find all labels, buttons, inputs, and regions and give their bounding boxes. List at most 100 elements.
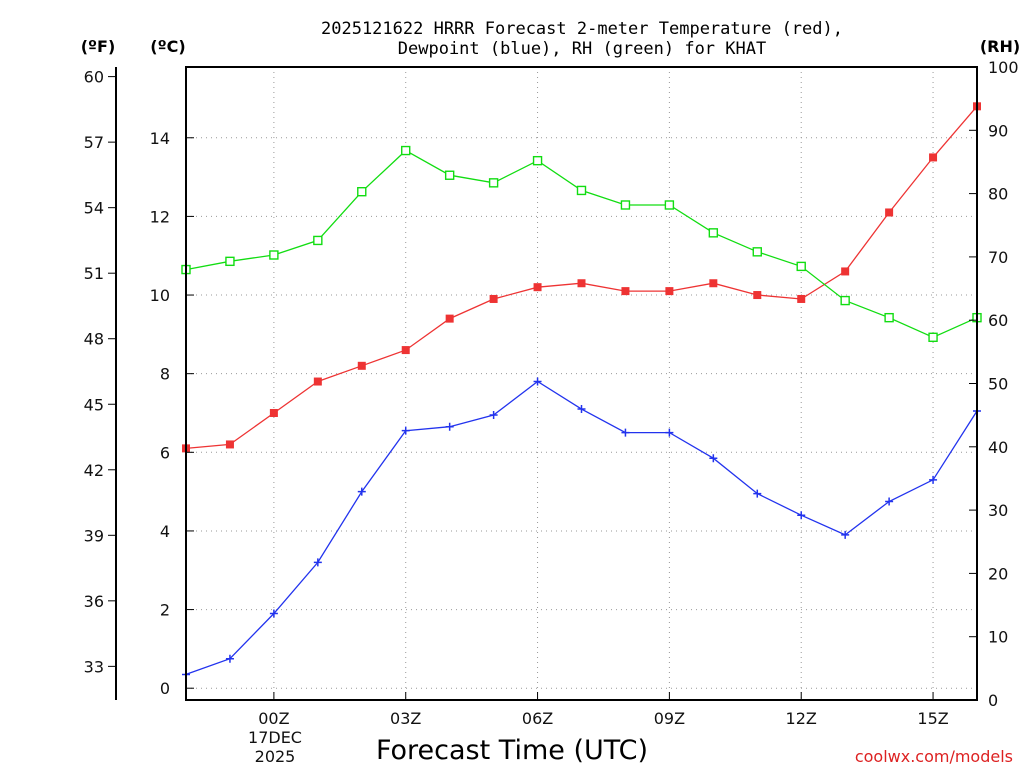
dewpoint-point (313, 558, 322, 567)
temperature-point (929, 153, 938, 162)
fahrenheit-tick-label: 33 (84, 657, 104, 676)
celsius-axis: 0 2 4 6 8 10 12 14 (150, 129, 194, 698)
fahrenheit-tick-label: 60 (84, 68, 104, 87)
relative-humidity-point (664, 200, 675, 210)
rh-tick-label: 50 (988, 375, 1008, 394)
rh-tick-label: 40 (988, 438, 1008, 457)
fahrenheit-axis: 33 36 39 42 45 48 51 54 57 60 (84, 68, 116, 676)
rh-tick-label: 30 (988, 501, 1008, 520)
temperature-point (269, 408, 278, 417)
temperature-point (313, 377, 322, 386)
rh-tick-label: 70 (988, 248, 1008, 267)
relative-humidity-point (225, 256, 235, 267)
date-day-label: 17DEC (248, 728, 302, 747)
relative-humidity-point (752, 247, 762, 257)
temperature-series (182, 102, 981, 453)
relative-humidity-point (840, 295, 850, 306)
relative-humidity-point (708, 228, 719, 238)
chart-title-line-1: 2025121622 HRRR Forecast 2-meter Tempera… (321, 19, 843, 39)
rh-tick-label: 90 (988, 121, 1008, 140)
dewpoint-point (269, 609, 278, 618)
dewpoint-point (533, 377, 542, 386)
rh-axis: 0 10 20 30 40 50 60 70 80 90 100 (969, 58, 1019, 710)
temperature-point (709, 279, 718, 288)
rh-tick-label: 0 (988, 691, 998, 710)
dewpoint-point (445, 422, 454, 431)
dewpoint-point (489, 410, 498, 419)
celsius-tick-label: 8 (160, 365, 170, 384)
time-tick-label: 09Z (654, 709, 685, 728)
plot-frame (185, 66, 978, 701)
temperature-point (533, 283, 542, 292)
dewpoint-point (577, 405, 586, 414)
celsius-tick-label: 6 (160, 443, 170, 462)
dewpoint-point (929, 475, 938, 484)
dewpoint-point (797, 511, 806, 520)
watermark: coolwx.com/models (855, 747, 1013, 766)
dewpoint-point (665, 428, 674, 437)
relative-humidity-point (488, 178, 499, 188)
celsius-tick-label: 10 (150, 286, 170, 305)
temperature-point (753, 291, 762, 300)
relative-humidity-line (185, 149, 978, 339)
relative-humidity-point (928, 332, 938, 342)
dewpoint-point (841, 530, 850, 539)
dewpoint-series (182, 377, 981, 679)
temperature-point (489, 294, 498, 303)
date-year-label: 2025 (255, 747, 296, 766)
dewpoint-point (709, 454, 718, 463)
time-tick-label: 12Z (786, 709, 817, 728)
dewpoint-point (401, 426, 410, 435)
rh-tick-label: 80 (988, 185, 1008, 204)
relative-humidity-point (884, 312, 894, 323)
relative-humidity-point (620, 200, 631, 210)
dewpoint-point (225, 654, 234, 663)
celsius-tick-label: 0 (160, 679, 170, 698)
fahrenheit-tick-label: 51 (84, 264, 104, 283)
relative-humidity-series (181, 145, 982, 342)
temperature-point (885, 208, 894, 217)
fahrenheit-tick-label: 42 (84, 461, 104, 480)
relative-humidity-point (796, 261, 806, 272)
chart-title-line-2: Dewpoint (blue), RH (green) for KHAT (398, 39, 766, 59)
celsius-tick-label: 4 (160, 522, 170, 541)
relative-humidity-point (444, 170, 455, 180)
rh-tick-label: 10 (988, 628, 1008, 647)
x-axis-label: Forecast Time (UTC) (376, 735, 648, 766)
dewpoint-point (885, 497, 894, 506)
temperature-point (577, 279, 586, 288)
dewpoint-line (185, 380, 978, 676)
time-tick-label: 15Z (917, 709, 948, 728)
fahrenheit-tick-label: 36 (84, 592, 104, 611)
rh-tick-label: 100 (988, 58, 1019, 77)
temperature-point (621, 287, 630, 296)
time-tick-label: 03Z (390, 709, 421, 728)
relative-humidity-point (401, 145, 411, 156)
relative-humidity-point (313, 235, 323, 246)
dewpoint-point (753, 489, 762, 498)
fahrenheit-unit-label: (ºF) (81, 37, 116, 56)
temperature-point (401, 346, 410, 355)
series-layer (181, 102, 982, 679)
fahrenheit-tick-label: 39 (84, 526, 104, 545)
gridlines (186, 67, 977, 700)
temperature-line (185, 105, 978, 450)
temperature-point (357, 361, 366, 370)
celsius-tick-label: 12 (150, 207, 170, 226)
rh-unit-label: (RH) (980, 37, 1020, 56)
fahrenheit-tick-label: 45 (84, 395, 104, 414)
rh-tick-label: 60 (988, 311, 1008, 330)
dewpoint-point (621, 428, 630, 437)
temperature-point (665, 287, 674, 296)
dewpoint-point (357, 487, 366, 496)
relative-humidity-point (357, 187, 367, 197)
time-axis: 00Z 03Z 06Z 09Z 12Z 15Z (258, 692, 949, 728)
fahrenheit-tick-label: 48 (84, 330, 104, 349)
rh-tick-label: 20 (988, 564, 1008, 583)
celsius-unit-label: (ºC) (150, 37, 185, 56)
temperature-point (445, 314, 454, 323)
fahrenheit-tick-label: 57 (84, 133, 104, 152)
time-tick-label: 00Z (258, 709, 289, 728)
relative-humidity-point (269, 250, 279, 260)
